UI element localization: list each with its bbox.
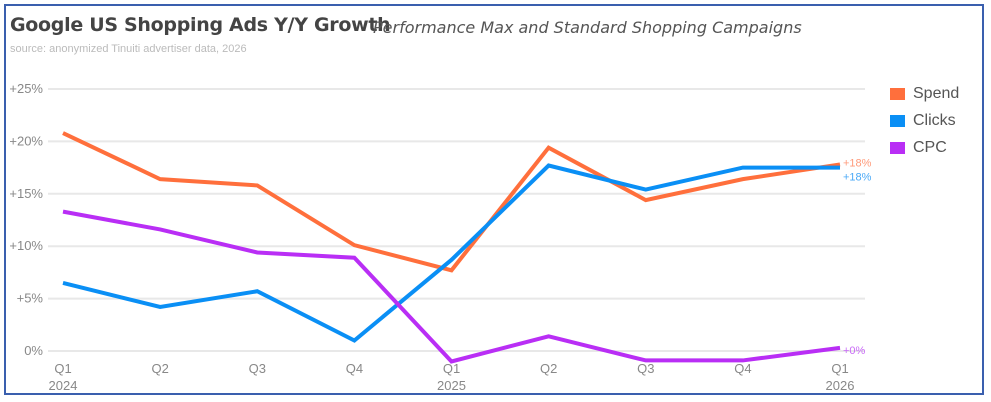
legend-item-clicks: Clicks [890, 107, 959, 134]
legend-swatch [890, 141, 905, 154]
end-label-clicks: +18% [843, 172, 872, 184]
legend-swatch [890, 114, 905, 127]
legend-label: Clicks [913, 111, 956, 129]
x-tick-label: Q3 [637, 361, 654, 376]
series-line-cpc [62, 209, 841, 364]
x-tick-label: Q4 [734, 361, 751, 376]
y-tick-label: +15% [9, 186, 43, 201]
x-tick-year: 2026 [826, 378, 855, 393]
legend-swatch [890, 87, 905, 100]
y-tick-label: 0% [24, 343, 43, 358]
legend: Spend Clicks CPC [890, 80, 959, 161]
chart-frame [4, 4, 984, 395]
end-label-cpc: +0% [843, 345, 866, 357]
series-line-spend [62, 131, 841, 273]
chart-title: Google US Shopping Ads Y/Y Growth [10, 14, 391, 36]
legend-label: CPC [913, 138, 947, 156]
y-tick-label: +25% [9, 81, 43, 96]
y-tick-label: +20% [9, 133, 43, 148]
x-tick-label: Q4 [346, 361, 363, 376]
y-tick-label: +10% [9, 238, 43, 253]
x-tick-label: Q1 [443, 361, 460, 376]
series-line-clicks [62, 163, 840, 343]
x-tick-label: Q3 [249, 361, 266, 376]
x-tick-label: Q2 [151, 361, 168, 376]
y-tick-label: +5% [17, 291, 44, 306]
legend-item-spend: Spend [890, 80, 959, 107]
legend-label: Spend [913, 84, 960, 102]
x-tick-year: 2024 [49, 378, 78, 393]
end-label-spend: +18% [843, 157, 872, 169]
legend-item-cpc: CPC [890, 134, 959, 161]
x-tick-label: Q1 [831, 361, 848, 376]
chart-subtitle: Performance Max and Standard Shopping Ca… [373, 18, 802, 37]
x-tick-year: 2025 [437, 378, 466, 393]
chart-source: source: anonymized Tinuiti advertiser da… [10, 43, 247, 55]
x-tick-label: Q2 [540, 361, 557, 376]
x-tick-label: Q1 [54, 361, 71, 376]
